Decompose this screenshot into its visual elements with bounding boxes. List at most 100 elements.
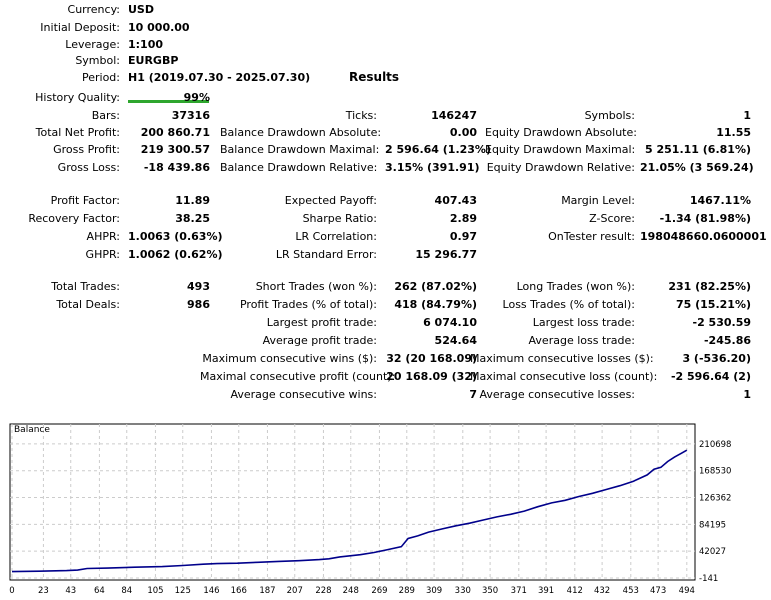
profit-trades-label: Profit Trades (% of total): [239,298,377,311]
x-tick-label: 473 [650,586,666,596]
x-tick-label: 64 [94,586,105,596]
x-tick-label: 84 [121,586,132,596]
y-tick-label: 42027 [699,547,726,557]
sharpe-label: Sharpe Ratio: [302,212,377,225]
recovery-factor-label: Recovery Factor: [28,212,120,225]
profit-factor-label: Profit Factor: [50,194,120,207]
equity-dd-max-label: Equity Drawdown Maximal: [485,143,636,156]
ghpr-value: 1.0062 (0.62%) [128,248,223,261]
gross-profit-label: Gross Profit: [53,143,120,156]
x-tick-label: 166 [231,586,247,596]
x-tick-label: 228 [315,586,331,596]
largest-loss-value: -2 530.59 [692,316,752,329]
y-tick-label: 210698 [699,440,731,450]
avg-cons-losses-label: Average consecutive losses: [479,388,635,401]
recovery-factor-value: 38.25 [175,212,210,225]
maximal-cons-loss-label: Maximal consecutive loss (count): [470,370,658,383]
bars-value: 37316 [171,109,210,122]
avg-loss-value: -245.86 [703,334,751,347]
x-tick-label: 453 [623,586,639,596]
loss-trades-label: Loss Trades (% of total): [502,298,635,311]
max-cons-losses-value: 3 (-536.20) [682,352,751,365]
short-trades-value: 262 (87.02%) [394,280,477,293]
x-tick-label: 432 [594,586,610,596]
x-tick-label: 371 [511,586,527,596]
largest-loss-label: Largest loss trade: [532,316,635,329]
x-tick-label: 309 [426,586,442,596]
margin-level-value: 1467.11% [689,194,751,207]
x-tick-label: 494 [679,586,695,596]
total-trades-label: Total Trades: [51,280,120,293]
gross-profit-value: 219 300.57 [140,143,210,156]
x-tick-label: 248 [343,586,359,596]
avg-profit-label: Average profit trade: [262,334,377,347]
y-tick-label: 84195 [699,520,726,530]
y-tick-label: -141 [699,574,718,584]
sharpe-value: 2.89 [449,212,477,225]
x-tick-label: 391 [538,586,554,596]
history-quality-label: History Quality: [35,91,120,104]
ticks-label: Ticks: [345,109,377,122]
x-tick-label: 187 [259,586,275,596]
lr-std-error-value: 15 296.77 [415,248,477,261]
x-tick-label: 105 [147,586,163,596]
total-deals-label: Total Deals: [56,298,120,311]
balance-chart-svg: 0 23 43 64 84 105 125 146 166 187 207 228 248 269 289 3… [9,423,731,596]
ticks-value: 146247 [431,109,477,122]
ghpr-label: GHPR: [85,248,120,261]
leverage-label: Leverage: [65,38,120,51]
z-score-value: -1.34 (81.98%) [659,212,751,225]
total-deals-value: 986 [187,298,210,311]
balance-dd-rel-label: Balance Drawdown Relative: [220,161,378,174]
ahpr-value: 1.0063 (0.63%) [128,230,223,243]
long-trades-label: Long Trades (won %): [516,280,635,293]
period-label: Period: [81,71,120,84]
maximal-cons-loss-value: -2 596.64 (2) [670,370,751,383]
deposit-value: 10 000.00 [128,21,190,34]
x-tick-label: 125 [175,586,191,596]
lr-std-error-label: LR Standard Error: [275,248,377,261]
balance-chart: 0 23 43 64 84 105 125 146 166 187 207 228 248 269 289 3… [0,420,771,600]
x-tick-label: 207 [287,586,303,596]
avg-loss-label: Average loss trade: [528,334,635,347]
history-quality-value: 99% [183,91,210,104]
loss-trades-value: 75 (15.21%) [675,298,751,311]
profit-trades-value: 418 (84.79%) [394,298,477,311]
max-cons-losses-label: Maximum consecutive losses ($): [470,352,654,365]
x-tick-label: 23 [38,586,49,596]
x-tick-label: 412 [567,586,583,596]
total-trades-value: 493 [187,280,210,293]
balance-dd-rel-value: 3.15% (391.91) [385,161,480,174]
z-score-label: Z-Score: [589,212,635,225]
avg-cons-losses-value: 1 [743,388,751,401]
net-profit-label: Total Net Profit: [35,126,120,139]
chart-frame [9,423,696,581]
equity-dd-rel-label: Equity Drawdown Relative: [486,161,635,174]
avg-cons-wins-value: 7 [469,388,477,401]
currency-value: USD [128,3,154,16]
expected-payoff-label: Expected Payoff: [284,194,377,207]
x-tick-label: 350 [482,586,498,596]
ontester-label: OnTester result: [548,230,635,243]
symbols-value: 1 [743,109,751,122]
equity-dd-max-value: 5 251.11 (6.81%) [645,143,751,156]
leverage-value: 1:100 [128,38,164,51]
y-tick-label: 168530 [699,467,731,477]
equity-dd-abs-label: Equity Drawdown Absolute: [485,126,637,139]
x-tick-label: 269 [371,586,387,596]
results-title: Results [349,70,400,84]
x-tick-label: 289 [399,586,415,596]
y-tick-label: 126362 [699,494,731,504]
maximal-cons-profit-value: 20 168.09 (32) [386,370,477,383]
profit-factor-value: 11.89 [175,194,210,207]
largest-profit-value: 6 074.10 [423,316,477,329]
x-tick-label: 43 [65,586,76,596]
currency-label: Currency: [67,3,120,16]
balance-dd-max-label: Balance Drawdown Maximal: [220,143,380,156]
long-trades-value: 231 (82.25%) [668,280,751,293]
lr-correlation-label: LR Correlation: [295,230,377,243]
chart-title: Balance [14,425,50,435]
equity-dd-rel-value: 21.05% (3 569.24) [640,161,754,174]
backtest-report: Currency: USD Initial Deposit: 10 000.00… [28,3,766,401]
history-quality-bar [128,100,210,103]
